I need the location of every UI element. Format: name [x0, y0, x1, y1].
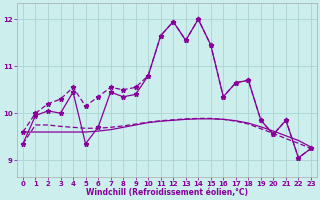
X-axis label: Windchill (Refroidissement éolien,°C): Windchill (Refroidissement éolien,°C) [86, 188, 248, 197]
